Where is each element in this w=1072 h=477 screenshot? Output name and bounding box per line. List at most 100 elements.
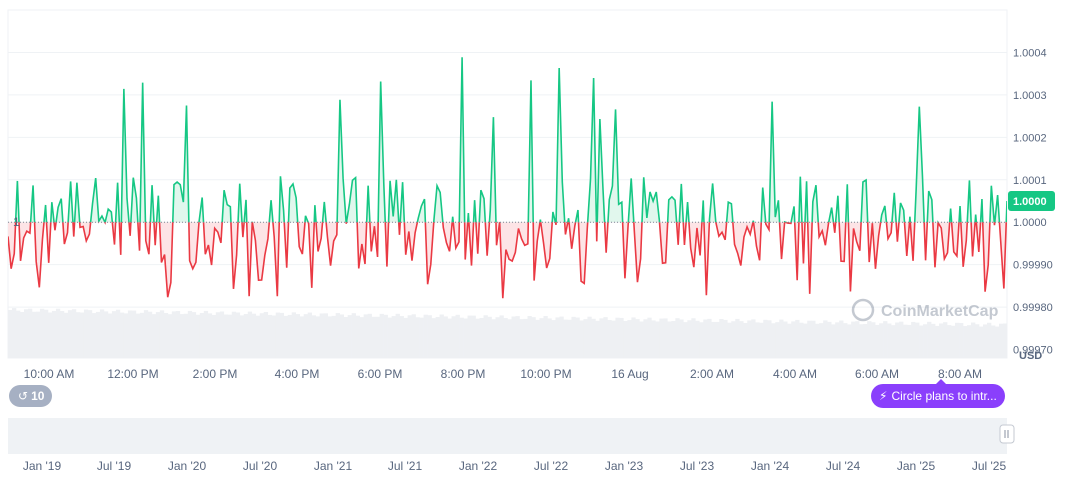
volume-bar xyxy=(167,314,173,358)
volume-bar xyxy=(207,313,213,358)
volume-bar xyxy=(619,317,624,358)
volume-bar xyxy=(687,320,692,358)
volume-bar xyxy=(595,320,600,358)
volume-bar xyxy=(191,312,197,358)
event-label: Circle plans to intr... xyxy=(891,389,997,403)
volume-bar xyxy=(767,320,772,358)
volume-bar xyxy=(735,318,740,358)
volume-bar xyxy=(867,321,872,358)
volume-bar xyxy=(663,318,668,358)
volume-bar xyxy=(819,323,824,358)
volume-bar xyxy=(907,324,912,358)
volume-bar xyxy=(887,323,892,358)
volume-bar xyxy=(447,318,452,358)
event-pill[interactable]: ⚡ Circle plans to intr... xyxy=(871,384,1005,408)
overview-label: Jan '20 xyxy=(168,459,207,473)
volume-bar xyxy=(535,319,540,358)
volume-bar xyxy=(147,311,153,358)
volume-bar xyxy=(63,312,69,358)
volume-bar xyxy=(155,312,161,358)
volume-bar xyxy=(603,317,608,358)
volume-bar xyxy=(391,316,396,358)
volume-bar xyxy=(307,312,312,358)
volume-bar xyxy=(455,314,460,358)
volume-bar xyxy=(255,315,261,358)
area-above-baseline xyxy=(8,57,1007,223)
volume-bar xyxy=(271,315,277,358)
volume-bar xyxy=(623,320,628,358)
volume-bar xyxy=(659,318,664,358)
volume-bar xyxy=(791,321,796,358)
volume-bar xyxy=(19,312,25,358)
y-tick-label: 0.99970 xyxy=(1013,345,1053,357)
volume-bar xyxy=(563,319,568,358)
volume-bar xyxy=(987,322,992,358)
volume-bar xyxy=(615,317,620,358)
volume-bar xyxy=(407,315,412,358)
volume-bar xyxy=(587,316,592,358)
volume-bar xyxy=(235,312,241,358)
volume-bar xyxy=(143,310,149,358)
volume-bar xyxy=(211,314,217,358)
volume-bar xyxy=(647,317,652,358)
volume-bar xyxy=(479,317,484,358)
volume-bar xyxy=(555,317,560,358)
volume-bar xyxy=(863,324,868,358)
volume-bar xyxy=(723,319,728,358)
volume-bar xyxy=(259,313,265,358)
volume-bar xyxy=(491,319,496,358)
overview-label: Jul '25 xyxy=(972,459,1007,473)
volume-bar xyxy=(743,322,748,358)
volume-bar xyxy=(495,317,500,358)
volume-bar xyxy=(779,319,784,358)
volume-bar xyxy=(231,311,237,358)
volume-bar xyxy=(675,318,680,358)
volume-bar xyxy=(15,310,21,358)
volume-bar xyxy=(515,316,520,358)
volume-bar xyxy=(715,321,720,358)
volume-bar xyxy=(511,316,516,358)
x-tick-label: 2:00 AM xyxy=(690,367,734,381)
volume-bar xyxy=(611,320,616,358)
volume-bar xyxy=(439,314,444,358)
volume-bar xyxy=(151,314,157,358)
volume-bar xyxy=(327,316,332,358)
currency-label: USD xyxy=(1019,350,1042,362)
volume-bar xyxy=(487,316,492,358)
history-icon: ↺ xyxy=(18,389,29,403)
volume-bar xyxy=(139,312,145,358)
volume-bar xyxy=(103,311,109,358)
volume-bar xyxy=(499,315,504,358)
volume-bar xyxy=(311,315,316,358)
volume-bar xyxy=(643,319,648,358)
volume-bar xyxy=(927,321,932,358)
volume-bar xyxy=(43,309,49,358)
volume-bar xyxy=(875,324,880,358)
price-line-up xyxy=(14,57,1007,223)
y-tick-label: 1.0003 xyxy=(1013,90,1047,102)
volume-bar xyxy=(507,319,512,358)
history-pill[interactable]: ↺ 10 xyxy=(9,385,52,407)
overview-label: Jul '20 xyxy=(243,459,278,473)
volume-bar xyxy=(419,317,424,358)
volume-bar xyxy=(739,321,744,358)
volume-bar xyxy=(239,315,245,358)
volume-bar xyxy=(163,312,169,358)
overview-label: Jul '24 xyxy=(826,459,861,473)
overview-navigator xyxy=(8,418,1007,454)
volume-bar xyxy=(387,317,392,358)
volume-bar xyxy=(27,308,33,358)
volume-bar xyxy=(195,314,201,358)
overview-label: Jul '23 xyxy=(680,459,715,473)
volume-bar xyxy=(947,325,952,358)
volume-bar xyxy=(979,326,984,358)
volume-bar xyxy=(955,322,960,358)
volume-bar xyxy=(243,313,249,358)
volume-bar xyxy=(335,313,340,358)
volume-bars xyxy=(8,308,1008,358)
volume-bar xyxy=(799,322,804,358)
volume-bar xyxy=(747,320,752,358)
volume-bar xyxy=(351,313,356,358)
